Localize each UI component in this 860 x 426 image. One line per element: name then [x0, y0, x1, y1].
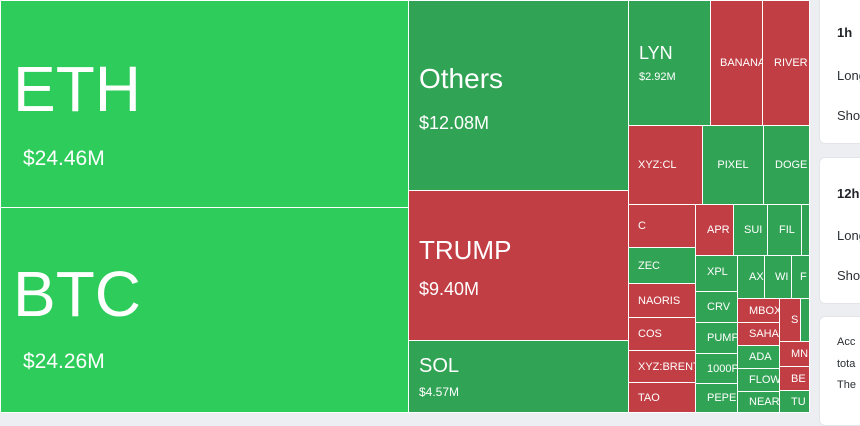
tile-others-symbol: Others: [419, 63, 504, 94]
tile-doge-symbol: DOGE: [775, 159, 808, 171]
tile-wi-symbol: WI: [775, 271, 789, 283]
tile-wi[interactable]: WI: [764, 255, 792, 299]
tile-1000p-symbol: 1000P: [707, 362, 738, 375]
tile-naoris-symbol: NAORIS: [638, 294, 681, 307]
tile-sol[interactable]: SOL $4.57M: [408, 340, 629, 413]
tile-fil[interactable]: FIL: [767, 204, 802, 256]
side-card-1h: 1h Long Short: [819, 0, 860, 144]
tile-eth-value: $24.46M: [23, 147, 105, 170]
side-card-1h-long-label: Long: [837, 68, 860, 83]
tile-crv[interactable]: CRV: [695, 291, 738, 323]
tile-s-symbol: S: [791, 314, 799, 326]
tile-s[interactable]: S: [779, 298, 801, 342]
tile-trump-value: $9.40M: [419, 279, 480, 299]
side-card-12h: 12h Long Short: [819, 157, 860, 304]
tile-btc-value: $24.26M: [23, 350, 105, 373]
tile-banana-symbol: BANANA: [720, 57, 763, 69]
tile-cos[interactable]: COS: [628, 317, 696, 351]
tile-ax[interactable]: AX: [737, 255, 765, 299]
side-card-info-line-1: Acc: [837, 336, 856, 348]
tile-mbox-symbol: MBOX: [749, 304, 780, 317]
tile-unlabeled-2[interactable]: [800, 298, 810, 342]
tile-trump[interactable]: TRUMP $9.40M: [408, 190, 629, 341]
tile-sui[interactable]: SUI: [733, 204, 768, 256]
tile-naoris[interactable]: NAORIS: [628, 283, 696, 318]
tile-cos-symbol: COS: [638, 328, 662, 340]
tile-btc[interactable]: BTC $24.26M: [0, 207, 409, 413]
tile-be-symbol: BE: [791, 372, 806, 385]
tile-ax-symbol: AX: [749, 271, 764, 283]
liquidation-treemap: ETH $24.46M BTC $24.26M Others $12.08M T…: [0, 0, 810, 413]
tile-tu[interactable]: TU: [779, 390, 810, 413]
tile-river-symbol: RIVER: [774, 57, 808, 69]
tile-near[interactable]: NEAR: [737, 391, 780, 413]
side-card-12h-title: 12h: [837, 186, 860, 201]
side-card-info: Acc tota The: [819, 316, 860, 426]
tile-flow[interactable]: FLOW: [737, 368, 780, 392]
tile-be[interactable]: BE: [779, 366, 810, 391]
tile-zec[interactable]: ZEC: [628, 247, 696, 284]
tile-mbox[interactable]: MBOX: [737, 298, 780, 323]
tile-mn-symbol: MN: [791, 348, 809, 360]
tile-saha[interactable]: SAHA: [737, 322, 780, 346]
tile-unlabeled-1[interactable]: [801, 204, 810, 256]
tile-tao-symbol: TAO: [638, 391, 660, 404]
tile-btc-symbol: BTC: [13, 258, 141, 330]
tile-xyz-brent[interactable]: XYZ:BRENT: [628, 350, 696, 383]
tile-pixel[interactable]: PIXEL: [702, 125, 764, 205]
tile-xyz-brent-symbol: XYZ:BRENT: [638, 360, 696, 373]
tile-lyn-value: $2.92M: [639, 71, 676, 83]
tile-mn[interactable]: MN: [779, 341, 810, 367]
tile-sui-symbol: SUI: [744, 224, 763, 236]
tile-saha-symbol: SAHA: [749, 328, 779, 340]
tile-apr[interactable]: APR: [695, 204, 734, 256]
side-card-12h-long-label: Long: [837, 228, 860, 243]
tile-banana[interactable]: BANANA: [710, 0, 763, 126]
tile-eth[interactable]: ETH $24.46M: [0, 0, 409, 208]
tile-xpl[interactable]: XPL: [695, 255, 738, 292]
tile-apr-symbol: APR: [707, 224, 730, 236]
tile-c-symbol: C: [638, 220, 646, 232]
tile-doge[interactable]: DOGE: [763, 125, 810, 205]
tile-pixel-symbol: PIXEL: [717, 159, 749, 171]
tile-zec-symbol: ZEC: [638, 259, 660, 272]
side-card-info-line-2: tota: [837, 358, 856, 370]
tile-tao[interactable]: TAO: [628, 382, 696, 413]
tile-pepe[interactable]: PEPE: [695, 383, 738, 413]
tile-sol-symbol: SOL: [419, 355, 460, 377]
tile-lyn-symbol: LYN: [639, 43, 673, 63]
tile-c[interactable]: C: [628, 204, 696, 248]
tile-trump-symbol: TRUMP: [419, 235, 512, 265]
tile-sol-value: $4.57M: [419, 385, 460, 399]
tile-others[interactable]: Others $12.08M: [408, 0, 629, 191]
tile-fil-symbol: FIL: [779, 224, 795, 236]
tile-flow-symbol: FLOW: [749, 374, 780, 386]
tile-tu-symbol: TU: [791, 395, 806, 408]
tile-crv-symbol: CRV: [707, 301, 731, 313]
tile-1000p[interactable]: 1000P: [695, 353, 738, 384]
tile-others-value: $12.08M: [419, 113, 490, 133]
tile-xyz-cl-symbol: XYZ:CL: [638, 159, 677, 171]
side-card-info-line-3: The: [837, 379, 856, 391]
tile-f[interactable]: F: [791, 255, 810, 299]
tile-xpl-symbol: XPL: [707, 266, 728, 278]
tile-pump-symbol: PUMP: [707, 332, 738, 344]
side-card-12h-short-label: Short: [837, 268, 860, 283]
tile-ada-symbol: ADA: [749, 351, 772, 363]
tile-ada[interactable]: ADA: [737, 345, 780, 369]
side-card-1h-short-label: Short: [837, 108, 860, 123]
tile-river[interactable]: RIVER: [762, 0, 810, 126]
side-card-1h-title: 1h: [837, 25, 853, 40]
tile-pepe-symbol: PEPE: [707, 392, 737, 404]
tile-f-symbol: F: [800, 271, 807, 283]
tile-xyz-cl[interactable]: XYZ:CL: [628, 125, 703, 205]
tile-near-symbol: NEAR: [749, 396, 780, 408]
tile-eth-symbol: ETH: [13, 53, 141, 125]
tile-lyn[interactable]: LYN $2.92M: [628, 0, 711, 126]
tile-pump[interactable]: PUMP: [695, 322, 738, 354]
